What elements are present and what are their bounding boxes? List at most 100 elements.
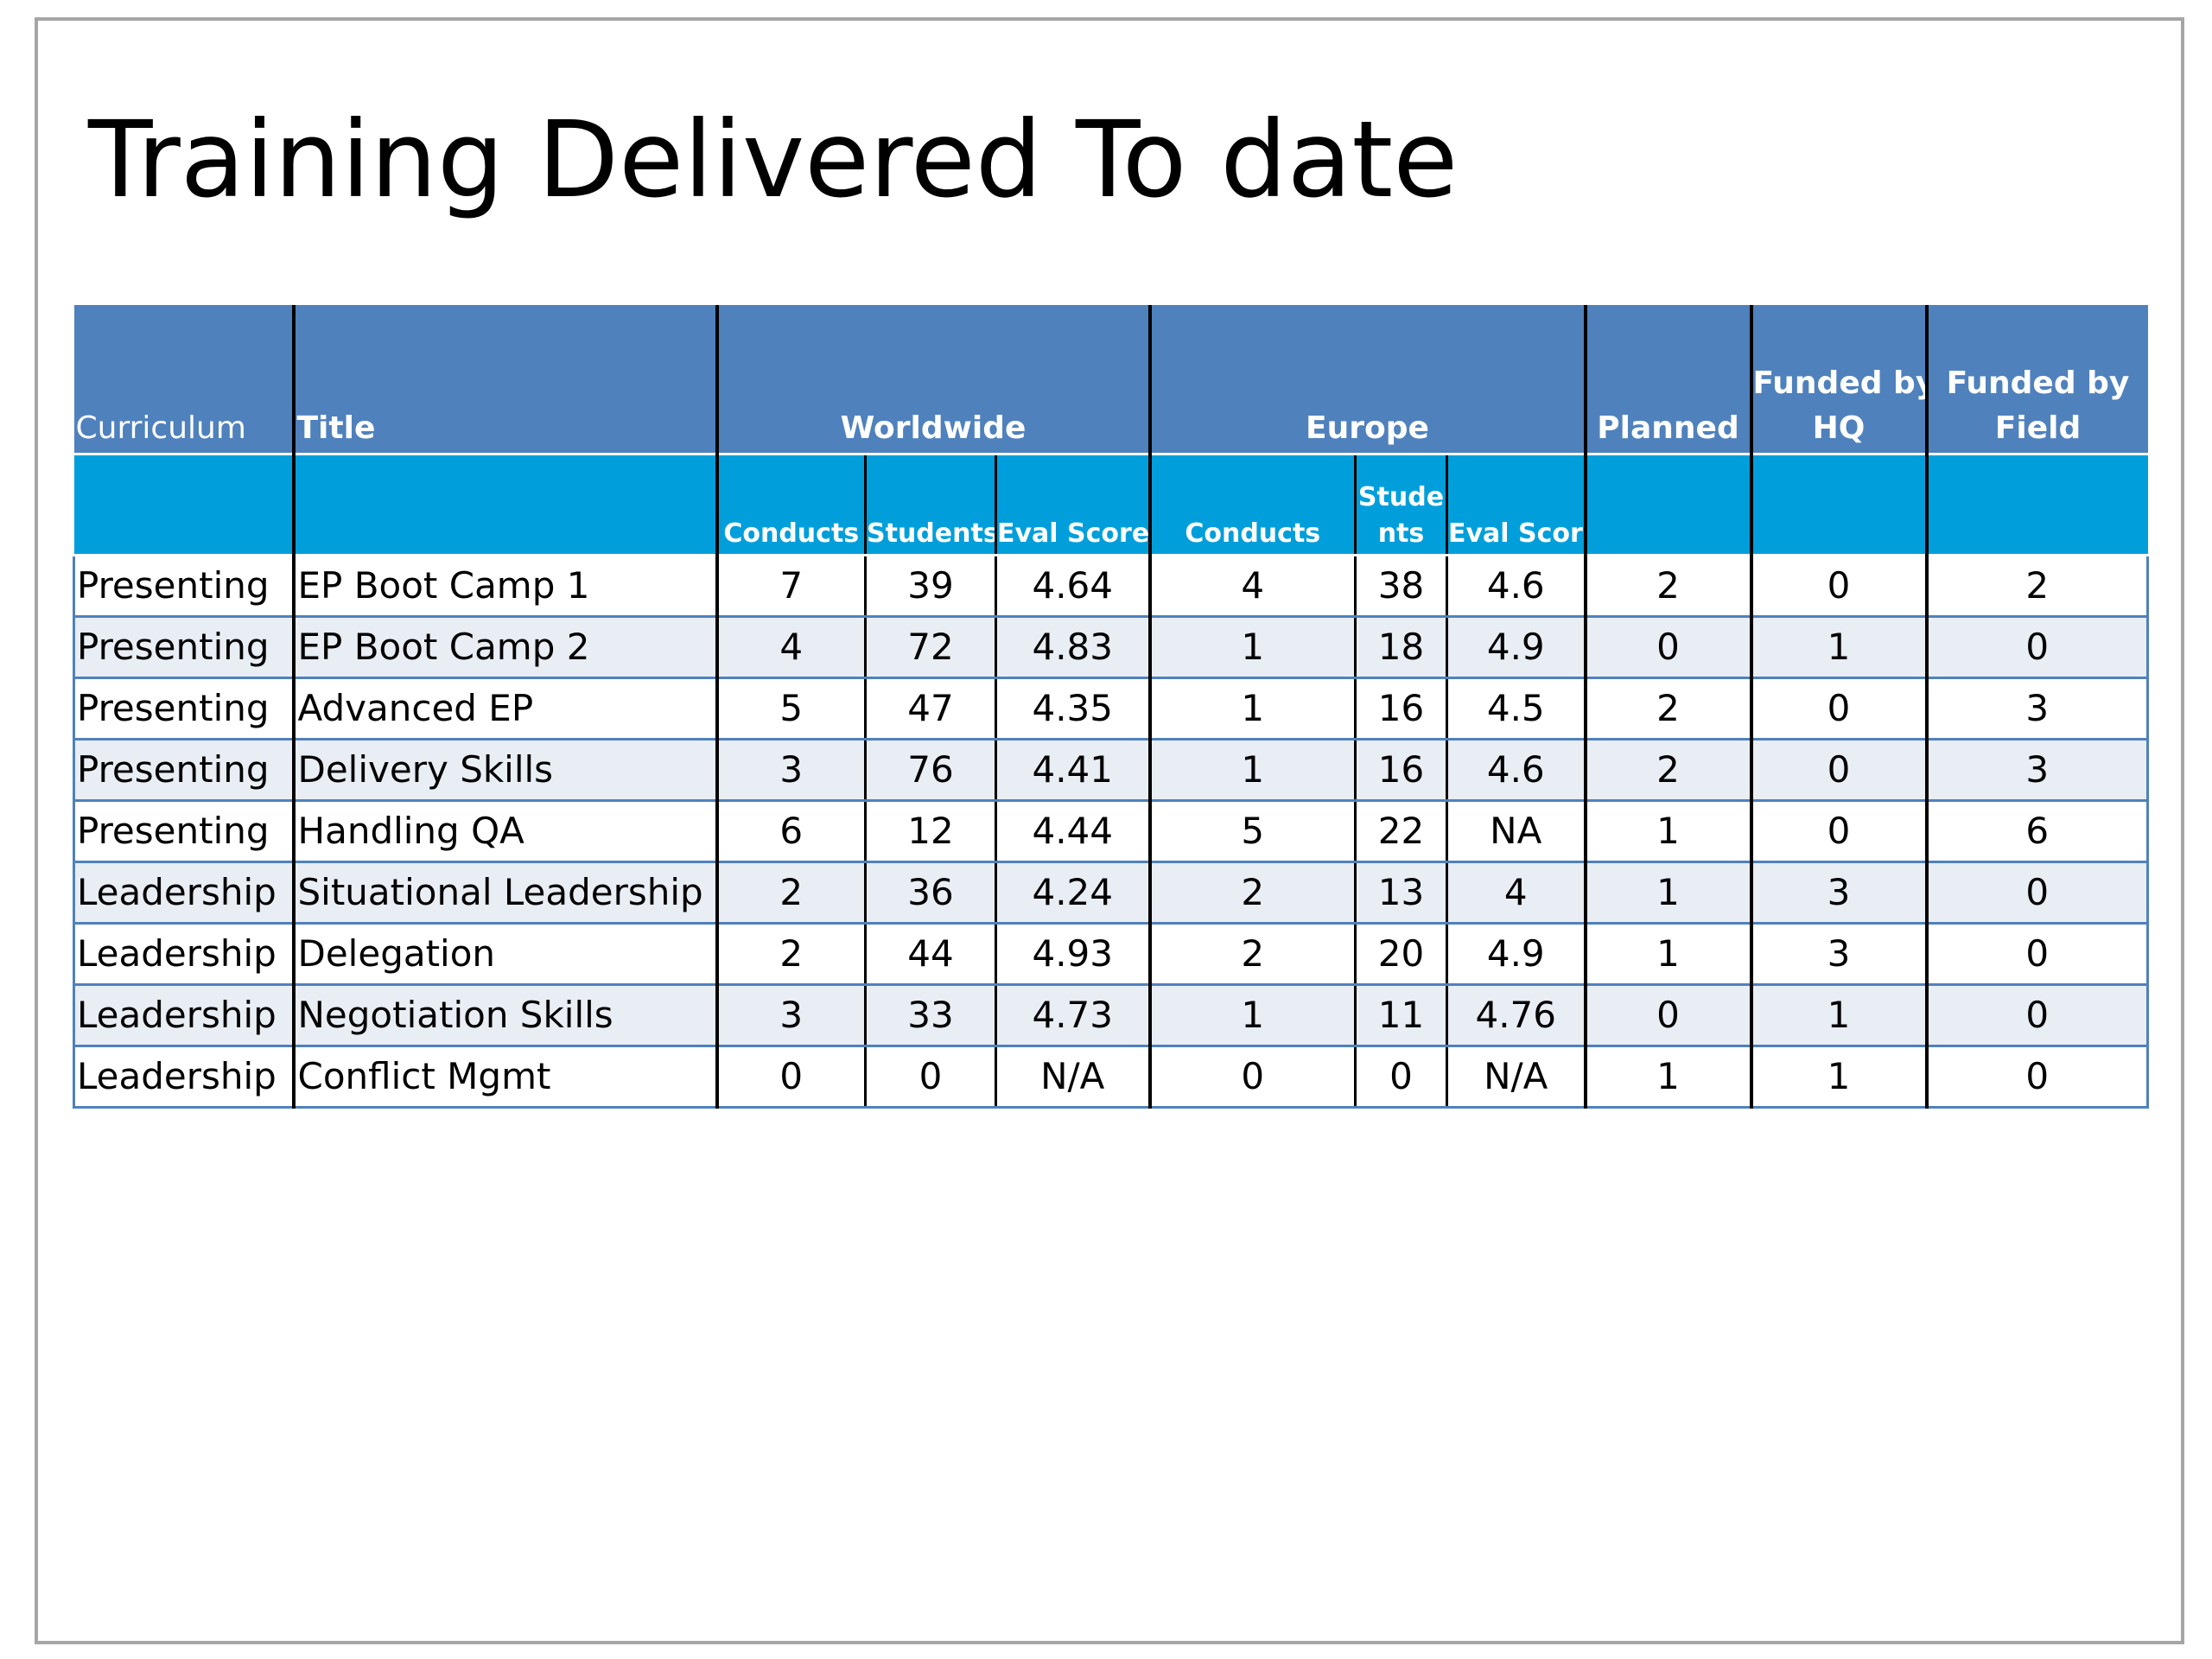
cell-eu-eval-score: 4.6 (1446, 739, 1586, 802)
cell-title: Delegation (291, 923, 717, 986)
subheader-funded-field-blank (1924, 454, 2148, 556)
cell-eu-students: 11 (1354, 984, 1447, 1047)
cell-ww-students: 36 (864, 861, 996, 925)
cell-ww-eval-score: 4.41 (995, 739, 1150, 802)
cell-eu-eval-score: 4.9 (1446, 923, 1586, 986)
cell-eu-conducts: 2 (1147, 861, 1356, 925)
cell-curriculum: Presenting (73, 800, 294, 863)
subheader-eu-students-line1: Stude (1357, 481, 1445, 512)
cell-planned: 0 (1583, 616, 1751, 679)
cell-ww-eval-score: 4.35 (995, 677, 1150, 741)
cell-ww-conducts: 5 (715, 677, 866, 741)
cell-planned: 2 (1583, 677, 1751, 741)
cell-eu-students: 20 (1354, 923, 1447, 986)
cell-curriculum: Leadership (73, 861, 294, 925)
cell-ww-eval-score: 4.64 (995, 555, 1150, 618)
header-worldwide: Worldwide (715, 305, 1150, 455)
cell-eu-conducts: 5 (1147, 800, 1356, 863)
cell-ww-students: 33 (864, 984, 996, 1047)
table-row: Presenting EP Boot Camp 2 4 72 4.83 1 18… (73, 616, 2149, 679)
cell-eu-conducts: 1 (1147, 739, 1356, 802)
header-funded-by-hq-line2: HQ (1812, 410, 1866, 446)
subheader-eu-students-line2: nts (1377, 518, 1425, 549)
header-row: Curriculum Title Worldwide Europe Planne… (73, 305, 2148, 455)
cell-ww-students: 44 (864, 923, 996, 986)
subheader-planned-blank (1583, 454, 1751, 556)
header-funded-by-field: Funded by Field (1924, 305, 2148, 455)
cell-funded-by-field: 0 (1924, 861, 2149, 925)
cell-title: Negotiation Skills (291, 984, 717, 1047)
cell-ww-eval-score: 4.73 (995, 984, 1150, 1047)
cell-title: Handling QA (291, 800, 717, 863)
cell-title: Advanced EP (291, 677, 717, 741)
cell-eu-eval-score: 4.6 (1446, 555, 1586, 618)
cell-planned: 1 (1583, 800, 1751, 863)
cell-curriculum: Leadership (73, 984, 294, 1047)
cell-funded-by-field: 0 (1924, 923, 2149, 986)
cell-ww-conducts: 2 (715, 861, 866, 925)
cell-eu-eval-score: 4 (1446, 861, 1586, 925)
cell-funded-by-hq: 1 (1749, 984, 1927, 1047)
cell-funded-by-hq: 0 (1749, 800, 1927, 863)
header-planned: Planned (1583, 305, 1751, 455)
cell-funded-by-field: 0 (1924, 1046, 2149, 1109)
cell-ww-students: 76 (864, 739, 996, 802)
cell-planned: 1 (1583, 861, 1751, 925)
header-europe: Europe (1147, 305, 1586, 455)
cell-eu-eval-score: 4.5 (1446, 677, 1586, 741)
cell-ww-students: 0 (864, 1046, 996, 1109)
header-funded-by-field-line1: Funded by (1946, 365, 2130, 401)
cell-ww-conducts: 0 (715, 1046, 866, 1109)
subheader-eu-conducts: Conducts (1147, 454, 1356, 556)
table-row: Leadership Negotiation Skills 3 33 4.73 … (73, 984, 2149, 1047)
cell-eu-students: 18 (1354, 616, 1447, 679)
cell-funded-by-field: 0 (1924, 984, 2149, 1047)
cell-eu-students: 16 (1354, 739, 1447, 802)
cell-eu-students: 0 (1354, 1046, 1447, 1109)
cell-title: Situational Leadership (291, 861, 717, 925)
cell-curriculum: Leadership (73, 923, 294, 986)
table-row: Presenting Delivery Skills 3 76 4.41 1 1… (73, 739, 2149, 802)
cell-eu-eval-score: NA (1446, 800, 1586, 863)
cell-curriculum: Presenting (73, 555, 294, 618)
cell-funded-by-hq: 1 (1749, 1046, 1927, 1109)
cell-ww-eval-score: 4.24 (995, 861, 1150, 925)
cell-ww-students: 47 (864, 677, 996, 741)
table-row: Leadership Conflict Mgmt 0 0 N/A 0 0 N/A… (73, 1046, 2149, 1109)
cell-eu-eval-score: 4.9 (1446, 616, 1586, 679)
cell-planned: 1 (1583, 1046, 1751, 1109)
cell-ww-conducts: 7 (715, 555, 866, 618)
subheader-curriculum-blank (73, 454, 294, 556)
header-curriculum: Curriculum (73, 305, 294, 455)
cell-eu-students: 38 (1354, 555, 1447, 618)
header-title: Title (291, 305, 717, 455)
cell-eu-eval-score: N/A (1446, 1046, 1586, 1109)
cell-planned: 0 (1583, 984, 1751, 1047)
cell-planned: 2 (1583, 739, 1751, 802)
cell-ww-conducts: 4 (715, 616, 866, 679)
cell-planned: 2 (1583, 555, 1751, 618)
table-row: Leadership Situational Leadership 2 36 4… (73, 861, 2149, 925)
cell-funded-by-hq: 3 (1749, 923, 1927, 986)
subheader-ww-students: Students (864, 454, 996, 556)
cell-ww-eval-score: N/A (995, 1046, 1150, 1109)
cell-title: Delivery Skills (291, 739, 717, 802)
cell-funded-by-field: 0 (1924, 616, 2149, 679)
cell-title: EP Boot Camp 1 (291, 555, 717, 618)
table-row: Presenting Advanced EP 5 47 4.35 1 16 4.… (73, 677, 2149, 741)
cell-title: Conflict Mgmt (291, 1046, 717, 1109)
cell-funded-by-hq: 1 (1749, 616, 1927, 679)
cell-title: EP Boot Camp 2 (291, 616, 717, 679)
cell-curriculum: Presenting (73, 739, 294, 802)
subheader-title-blank (291, 454, 717, 556)
cell-ww-eval-score: 4.44 (995, 800, 1150, 863)
table-row: Presenting EP Boot Camp 1 7 39 4.64 4 38… (73, 555, 2149, 618)
subheader-eu-eval-score: Eval Score (1446, 454, 1586, 556)
cell-eu-conducts: 2 (1147, 923, 1356, 986)
subheader-ww-conducts: Conducts (715, 454, 866, 556)
header-funded-by-hq-line1: Funded by (1752, 365, 1927, 401)
cell-eu-conducts: 1 (1147, 984, 1356, 1047)
cell-funded-by-hq: 0 (1749, 555, 1927, 618)
cell-funded-by-hq: 0 (1749, 677, 1927, 741)
training-table: Curriculum Title Worldwide Europe Planne… (73, 305, 2149, 1109)
